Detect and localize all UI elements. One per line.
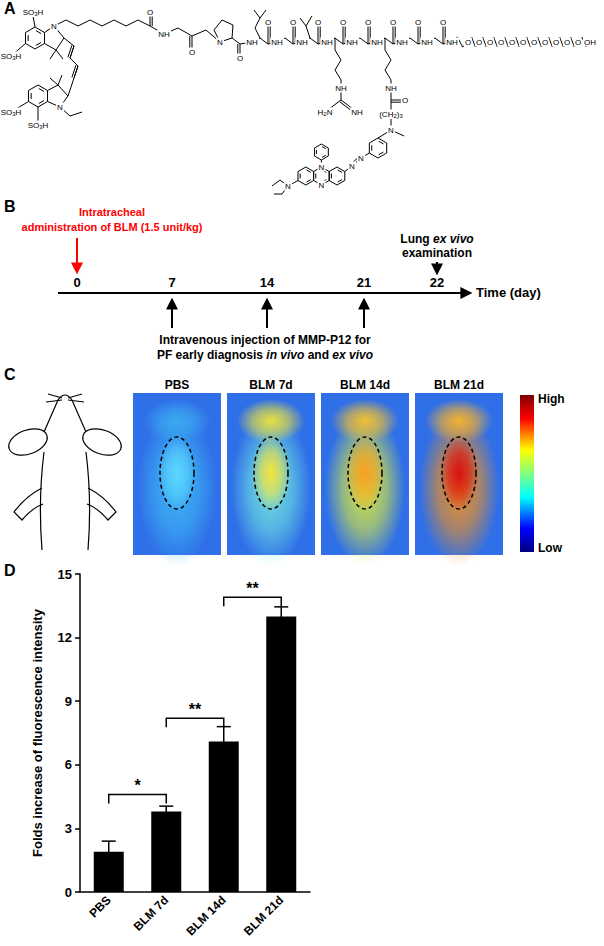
svg-text:N: N: [358, 154, 364, 163]
svg-text:O: O: [340, 18, 346, 27]
svg-text:3: 3: [65, 821, 72, 836]
svg-text:6: 6: [65, 757, 72, 772]
svg-text:N: N: [388, 126, 394, 135]
svg-text:12: 12: [58, 630, 72, 645]
svg-text:O: O: [465, 38, 471, 47]
svg-text:N: N: [217, 38, 223, 47]
svg-text:N: N: [285, 182, 291, 191]
svg-text:*: *: [134, 777, 141, 794]
svg-text:NH: NH: [351, 108, 363, 117]
svg-text:B: B: [4, 198, 16, 215]
svg-text:7: 7: [168, 275, 175, 290]
svg-text:NH: NH: [385, 84, 397, 93]
svg-text:N: N: [319, 163, 325, 172]
svg-text:O: O: [189, 48, 195, 57]
svg-text:Folds increase of fluorescence: Folds increase of fluorescence intensity: [30, 608, 45, 857]
svg-text:15: 15: [58, 567, 72, 582]
svg-text:Intravenous injection of MMP-P: Intravenous injection of MMP-P12 for: [159, 333, 371, 347]
svg-text:O: O: [542, 38, 548, 47]
svg-text:O: O: [415, 18, 421, 27]
svg-text:BLM 21d: BLM 21d: [241, 893, 286, 938]
svg-text:C: C: [4, 366, 16, 383]
svg-text:SO3H: SO3H: [1, 108, 22, 118]
svg-text:O: O: [390, 18, 396, 27]
svg-text:**: **: [189, 701, 202, 718]
svg-text:NH: NH: [246, 38, 258, 47]
svg-text:A: A: [4, 0, 16, 17]
svg-text:O: O: [476, 38, 482, 47]
svg-text:O: O: [498, 38, 504, 47]
svg-text:BLM 7d: BLM 7d: [131, 893, 172, 934]
svg-text:NH: NH: [158, 30, 170, 39]
svg-text:N: N: [57, 103, 63, 112]
svg-text:BLM 21d: BLM 21d: [434, 378, 484, 392]
svg-text:PF early diagnosis in vivo and: PF early diagnosis in vivo and ex vivo: [157, 348, 373, 362]
svg-text:O: O: [265, 18, 271, 27]
svg-text:21: 21: [357, 275, 371, 290]
svg-text:14: 14: [260, 275, 275, 290]
svg-text:9: 9: [65, 694, 72, 709]
svg-text:NH: NH: [371, 38, 383, 47]
svg-text:O: O: [402, 96, 408, 105]
svg-text:Intratracheal: Intratracheal: [79, 206, 145, 218]
svg-text:O: O: [440, 18, 446, 27]
svg-text:0: 0: [65, 885, 72, 900]
svg-text:0: 0: [73, 275, 80, 290]
svg-text:O: O: [365, 18, 371, 27]
svg-text:D: D: [4, 562, 16, 579]
svg-text:Low: Low: [538, 541, 563, 555]
svg-text:NH: NH: [346, 38, 358, 47]
svg-text:H2N: H2N: [318, 108, 333, 118]
svg-text:NH: NH: [335, 84, 347, 93]
svg-text:Time (day): Time (day): [476, 285, 541, 300]
svg-text:O: O: [520, 38, 526, 47]
svg-text:NH: NH: [271, 38, 283, 47]
svg-text:22: 22: [430, 275, 444, 290]
svg-text:NH: NH: [296, 38, 308, 47]
svg-text:BLM 14d: BLM 14d: [340, 378, 390, 392]
svg-text:administration of BLM (1.5 uni: administration of BLM (1.5 unit/kg): [22, 221, 203, 233]
svg-text:SO3H: SO3H: [28, 121, 49, 131]
svg-text:O: O: [509, 38, 515, 47]
svg-text:**: **: [246, 580, 259, 597]
svg-text:O: O: [290, 18, 296, 27]
svg-text:NH: NH: [396, 38, 408, 47]
svg-text:O: O: [147, 8, 153, 17]
svg-text:SO3H: SO3H: [1, 52, 22, 62]
svg-text:NH: NH: [446, 38, 458, 47]
svg-text:examination: examination: [402, 246, 472, 260]
svg-text:O: O: [553, 38, 559, 47]
svg-text:N: N: [51, 22, 57, 31]
svg-text:NH: NH: [321, 38, 333, 47]
svg-text:BLM 14d: BLM 14d: [183, 893, 228, 938]
svg-text:O: O: [237, 54, 243, 63]
svg-text:PBS: PBS: [165, 378, 190, 392]
svg-text:SO3H: SO3H: [23, 8, 44, 18]
svg-text:O: O: [531, 38, 537, 47]
svg-text:OH: OH: [584, 38, 596, 47]
svg-text:PBS: PBS: [86, 893, 113, 920]
svg-text:BLM 7d: BLM 7d: [249, 378, 292, 392]
svg-text:N: N: [319, 181, 325, 190]
svg-text:O: O: [575, 38, 581, 47]
svg-text:NH: NH: [421, 38, 433, 47]
svg-text:N: N: [349, 162, 355, 171]
svg-text:Lung ex vivo: Lung ex vivo: [400, 232, 473, 246]
svg-text:High: High: [538, 392, 565, 406]
svg-text:(CH2)3: (CH2)3: [379, 110, 403, 120]
svg-text:O: O: [487, 38, 493, 47]
svg-text:O: O: [564, 38, 570, 47]
svg-text:O: O: [315, 18, 321, 27]
